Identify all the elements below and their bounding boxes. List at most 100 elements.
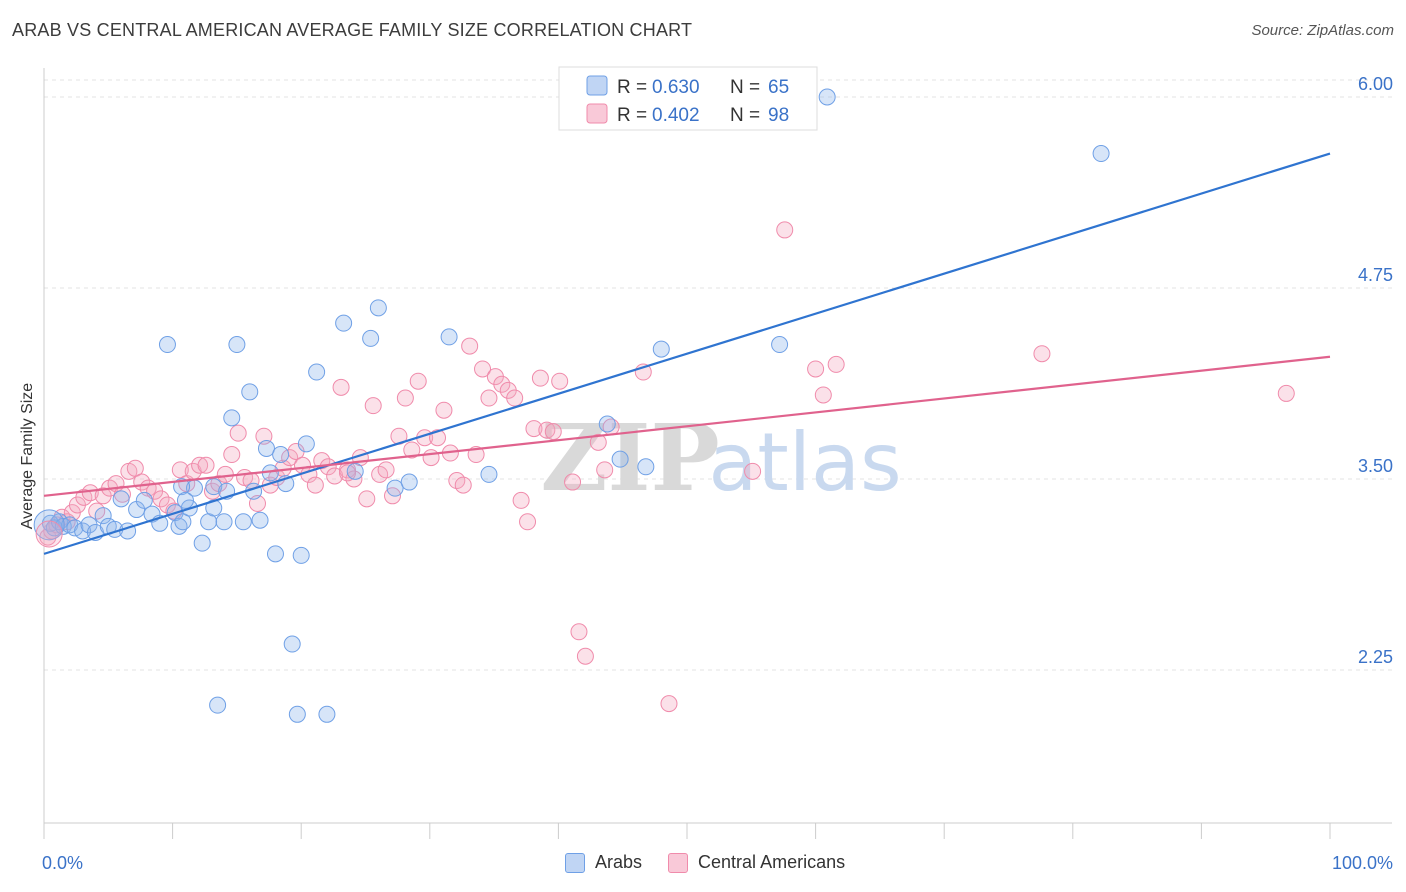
y-tick-label: 3.50: [1358, 456, 1393, 476]
y-tick-label: 2.25: [1358, 647, 1393, 667]
point-central-americans: [807, 360, 825, 378]
x-tick-label: 0.0%: [42, 853, 83, 873]
point-arabs: [241, 383, 259, 401]
point-central-americans: [814, 386, 832, 404]
watermark: ZIP atlas: [540, 404, 901, 512]
point-arabs: [400, 473, 418, 491]
data-points: [33, 88, 1295, 723]
point-arabs: [308, 363, 326, 381]
x-tick-label: 100.0%: [1332, 853, 1393, 873]
point-arabs: [176, 491, 194, 509]
point-central-americans: [531, 369, 549, 387]
y-tick-label: 6.00: [1358, 74, 1393, 94]
point-arabs: [346, 462, 364, 480]
legend-item-arabs[interactable]: Arabs: [565, 852, 642, 873]
point-arabs: [386, 479, 404, 497]
point-arabs: [288, 705, 306, 723]
point-arabs: [818, 88, 836, 106]
point-central-americans: [364, 397, 382, 415]
point-arabs: [94, 507, 112, 525]
point-arabs: [257, 439, 275, 457]
legend-swatch-arabs: [586, 75, 608, 96]
point-arabs: [637, 458, 655, 476]
point-arabs: [611, 450, 629, 468]
legend-n-value-arabs: 65: [768, 77, 789, 98]
point-arabs: [283, 635, 301, 653]
point-arabs: [223, 409, 241, 427]
point-central-americans: [525, 420, 543, 438]
series-legend: Arabs Central Americans: [565, 852, 871, 873]
legend-item-central-americans[interactable]: Central Americans: [668, 852, 845, 873]
point-arabs: [173, 478, 191, 496]
point-central-americans: [570, 623, 588, 641]
point-central-americans: [396, 389, 414, 407]
legend-r-value-central-americans: 0.402: [652, 105, 700, 126]
legend-swatch: [668, 852, 689, 873]
point-central-americans: [332, 378, 350, 396]
point-arabs: [292, 546, 310, 564]
trend-line-central-americans: [43, 355, 1331, 497]
point-arabs: [598, 415, 616, 433]
point-central-americans: [512, 491, 530, 509]
point-arabs: [234, 513, 252, 531]
point-central-americans: [827, 355, 845, 373]
point-central-americans: [216, 465, 234, 483]
point-central-americans: [480, 389, 498, 407]
point-arabs: [193, 534, 211, 552]
point-central-americans: [744, 462, 762, 480]
legend-r-label-central-americans: R =: [617, 105, 647, 126]
chart-title: ARAB VS CENTRAL AMERICAN AVERAGE FAMILY …: [12, 20, 693, 40]
legend-n-label-central-americans: N =: [730, 105, 760, 126]
point-central-americans: [454, 476, 472, 494]
point-central-americans: [191, 456, 209, 474]
point-arabs: [362, 329, 380, 347]
point-central-americans: [596, 461, 614, 479]
point-central-americans: [171, 461, 189, 479]
point-central-americans: [435, 401, 453, 419]
point-arabs: [135, 491, 153, 509]
point-arabs: [440, 328, 458, 346]
point-central-americans: [126, 459, 144, 477]
trend-lines: [43, 152, 1331, 555]
point-central-americans: [1277, 384, 1295, 402]
legend-swatch: [565, 852, 585, 873]
point-central-americans: [576, 647, 594, 665]
point-central-americans: [776, 221, 794, 239]
point-arabs: [480, 465, 498, 483]
point-central-americans: [474, 360, 492, 378]
legend-n-label-arabs: N =: [730, 77, 760, 98]
point-arabs: [318, 705, 336, 723]
point-arabs: [112, 490, 130, 508]
point-arabs-cluster: [33, 509, 65, 541]
point-central-americans: [197, 456, 215, 474]
tick-labels: 2.25 3.50 4.75 6.00 0.0% 100.0%: [42, 74, 1393, 873]
legend-label-central-americans: Central Americans: [698, 852, 846, 872]
point-arabs: [652, 340, 670, 358]
point-central-americans: [519, 513, 537, 531]
point-central-americans: [422, 449, 440, 467]
point-central-americans: [223, 446, 241, 464]
point-arabs: [771, 336, 789, 354]
point-arabs: [369, 299, 387, 317]
point-central-americans: [544, 423, 562, 441]
point-central-americans: [306, 476, 324, 494]
point-arabs: [174, 513, 192, 531]
legend-stats-box: R = 0.630 N = 65 R = 0.402 N = 98: [558, 66, 818, 131]
watermark-atlas: atlas: [708, 416, 901, 509]
source-credit: Source: ZipAtlas.com: [1251, 22, 1394, 39]
point-central-americans: [1033, 345, 1051, 363]
point-central-americans: [660, 695, 678, 713]
point-central-americans: [358, 490, 376, 508]
point-central-americans: [461, 337, 479, 355]
point-central-americans: [152, 490, 170, 508]
point-arabs: [205, 478, 223, 496]
point-central-americans: [493, 375, 511, 393]
point-arabs: [74, 522, 92, 540]
axes: [43, 68, 1392, 839]
y-tick-label: 4.75: [1358, 265, 1393, 285]
point-central-americans: [538, 421, 556, 439]
point-central-americans: [409, 372, 427, 390]
point-central-americans: [506, 389, 524, 407]
point-arabs: [1092, 145, 1110, 163]
